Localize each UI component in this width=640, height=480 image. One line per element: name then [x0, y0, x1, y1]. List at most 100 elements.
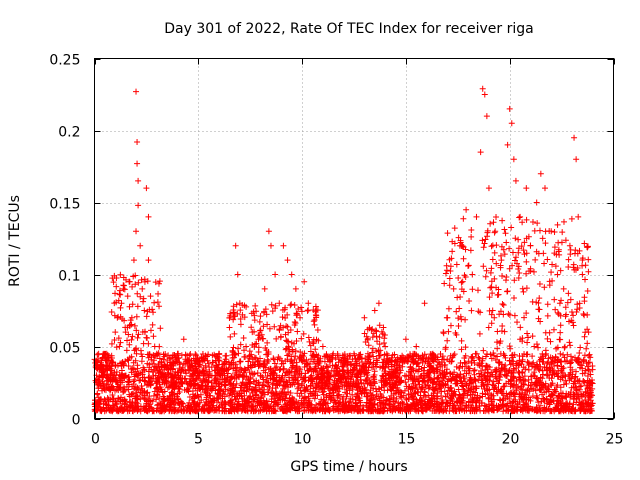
data-point [529, 333, 536, 340]
data-point [550, 368, 557, 375]
y-tick-label: 0.15 [49, 197, 80, 213]
data-point [139, 392, 146, 399]
data-point [239, 379, 246, 386]
data-point [510, 156, 517, 163]
data-point [413, 343, 420, 350]
data-point [548, 408, 555, 415]
data-point [588, 400, 595, 407]
data-point [133, 389, 140, 396]
data-point [301, 278, 308, 285]
data-point [477, 407, 484, 414]
data-point [401, 387, 408, 394]
data-point [291, 403, 298, 410]
data-point [145, 213, 152, 220]
data-point [348, 361, 355, 368]
data-point [523, 285, 530, 292]
data-point [298, 304, 305, 311]
data-point [349, 391, 356, 398]
data-point [294, 311, 301, 318]
data-point [371, 371, 378, 378]
data-point [140, 403, 147, 410]
data-point [156, 278, 163, 285]
data-point [447, 322, 454, 329]
data-point [516, 270, 523, 277]
data-point [214, 394, 221, 401]
data-point [264, 372, 271, 379]
data-point [551, 229, 558, 236]
data-point [535, 315, 542, 322]
data-point [132, 281, 139, 288]
data-point [277, 366, 284, 373]
data-point [143, 313, 150, 320]
data-point [402, 336, 409, 343]
data-point [586, 351, 593, 358]
data-point [417, 397, 424, 404]
data-point [96, 373, 103, 380]
data-point [383, 396, 390, 403]
data-point [582, 276, 589, 283]
data-point [285, 388, 292, 395]
data-point [491, 385, 498, 392]
data-point [113, 344, 120, 351]
data-point [446, 275, 453, 282]
data-point [450, 285, 457, 292]
data-point [444, 337, 451, 344]
data-point [143, 185, 150, 192]
data-point [557, 329, 564, 336]
data-point [147, 397, 154, 404]
data-point [539, 350, 546, 357]
data-point [539, 358, 546, 365]
data-point [263, 376, 270, 383]
data-point [533, 394, 540, 401]
data-point [537, 318, 544, 325]
data-point [531, 227, 538, 234]
data-point [491, 249, 498, 256]
data-point [112, 290, 119, 297]
data-point [291, 356, 298, 363]
data-point [277, 334, 284, 341]
data-point [376, 341, 383, 348]
data-point [541, 260, 548, 267]
data-point [140, 298, 147, 305]
data-point [323, 393, 330, 400]
data-point [319, 343, 326, 350]
data-point [487, 284, 494, 291]
data-point [508, 120, 515, 127]
data-point [584, 340, 591, 347]
data-point [578, 382, 585, 389]
data-point [476, 330, 483, 337]
data-point [261, 285, 268, 292]
data-point [135, 177, 142, 184]
data-point [495, 291, 502, 298]
data-point [511, 295, 518, 302]
data-point [544, 256, 551, 263]
data-point [446, 387, 453, 394]
data-point [499, 217, 506, 224]
data-point [556, 336, 563, 343]
data-point [366, 354, 373, 361]
data-point [151, 343, 158, 350]
data-point [469, 271, 476, 278]
data-point [222, 352, 229, 359]
data-point [536, 280, 543, 287]
data-point [584, 287, 591, 294]
data-point [517, 385, 524, 392]
data-point [479, 85, 486, 92]
data-point [397, 400, 404, 407]
data-point [551, 244, 558, 251]
data-point [554, 309, 561, 316]
data-point [171, 397, 178, 404]
data-point [451, 369, 458, 376]
data-point [134, 290, 141, 297]
data-point [489, 307, 496, 314]
data-point [148, 356, 155, 363]
data-point [287, 407, 294, 414]
data-point [301, 407, 308, 414]
data-point [235, 350, 242, 357]
data-point [125, 357, 132, 364]
data-point [552, 306, 559, 313]
data-point [506, 245, 513, 252]
data-point [381, 335, 388, 342]
data-point [146, 393, 153, 400]
